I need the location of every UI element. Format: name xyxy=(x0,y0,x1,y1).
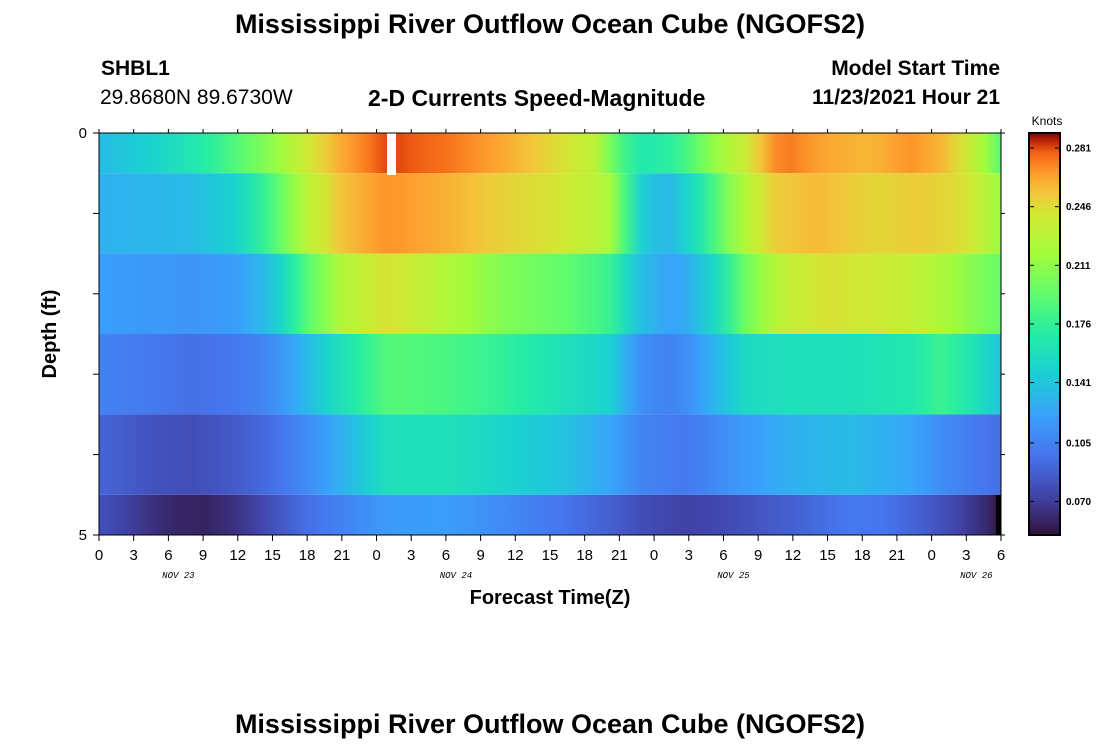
y-tick-label: 5 xyxy=(79,527,87,544)
x-tick-label: 3 xyxy=(130,547,138,564)
colorbar-ticks: 0.281 0.246 0.211 0.176 0.141 0.105 0.070 xyxy=(1029,144,1091,508)
y-axis-label: Depth (ft) xyxy=(39,290,61,379)
x-tick-label: 18 xyxy=(299,547,316,564)
colorbar-tick-label: 0.105 xyxy=(1066,438,1091,449)
x-date-label: NOV 24 xyxy=(440,571,472,581)
heatmap-layer-1 xyxy=(99,133,1001,174)
x-tick-label: 15 xyxy=(264,547,281,564)
x-tick-label: 0 xyxy=(95,547,103,564)
x-tick-label: 6 xyxy=(997,547,1005,564)
x-tick-label: 9 xyxy=(476,547,484,564)
x-tick-label: 12 xyxy=(229,547,246,564)
x-tick-label: 6 xyxy=(164,547,172,564)
colorbar-tick-label: 0.141 xyxy=(1066,378,1091,389)
x-date-label: NOV 26 xyxy=(960,571,993,581)
x-tick-label: 21 xyxy=(611,547,628,564)
x-tick-label: 3 xyxy=(962,547,970,564)
x-tick-label: 12 xyxy=(785,547,802,564)
x-tick-label: 6 xyxy=(442,547,450,564)
station-coords: 29.8680N 89.6730W xyxy=(100,86,293,109)
x-tick-label: 6 xyxy=(719,547,727,564)
colorbar: Knots 0.281 0.246 0.211 0.176 0.141 0.105 0.07… xyxy=(1028,114,1091,536)
axes: 0 3 6 9 12 15 18 21 0 3 6 9 12 15 18 21 0 3 6 9 12 15 18 21 0 3 6N… xyxy=(79,125,1006,581)
model-start-label: Model Start Time xyxy=(831,57,1000,80)
y-tick-label: 0 xyxy=(79,125,87,142)
x-tick-label: 0 xyxy=(372,547,380,564)
chart-title: Mississippi River Outflow Ocean Cube (NG… xyxy=(234,9,866,39)
heatmap-layers xyxy=(99,133,1001,535)
x-tick-label: 18 xyxy=(854,547,871,564)
colorbar-tick-label: 0.211 xyxy=(1066,261,1091,272)
heatmap-layer-3 xyxy=(99,253,1001,334)
x-tick-label: 9 xyxy=(199,547,207,564)
heatmap-layer-4 xyxy=(99,334,1001,415)
x-tick-label: 3 xyxy=(685,547,693,564)
chart-subtitle: 2-D Currents Speed-Magnitude xyxy=(368,85,706,111)
heatmap-layer-5 xyxy=(99,414,1001,495)
x-date-label: NOV 23 xyxy=(162,571,195,581)
colorbar-gradient xyxy=(1028,132,1061,536)
station-id: SHBL1 xyxy=(101,57,170,80)
footer-title: Mississippi River Outflow Ocean Cube (NG… xyxy=(234,709,866,739)
heatmap-layer-2 xyxy=(99,173,1001,254)
x-tick-label: 3 xyxy=(407,547,415,564)
x-tick-label: 18 xyxy=(576,547,593,564)
model-start-value: 11/23/2021 Hour 21 xyxy=(812,86,1000,109)
data-gap-marker xyxy=(387,133,396,175)
colorbar-tick-label: 0.281 xyxy=(1066,144,1091,155)
x-tick-label: 15 xyxy=(819,547,836,564)
x-tick-label: 0 xyxy=(650,547,658,564)
data-end-marker xyxy=(996,495,1001,535)
colorbar-unit-label: Knots xyxy=(1032,114,1063,128)
x-tick-label: 21 xyxy=(889,547,906,564)
x-axis-label: Forecast Time(Z) xyxy=(470,587,631,609)
x-tick-label: 0 xyxy=(927,547,935,564)
x-tick-label: 15 xyxy=(542,547,559,564)
x-tick-label: 21 xyxy=(334,547,351,564)
colorbar-tick-label: 0.070 xyxy=(1066,497,1091,508)
x-date-label: NOV 25 xyxy=(717,571,750,581)
colorbar-tick-label: 0.176 xyxy=(1066,319,1091,330)
colorbar-tick-label: 0.246 xyxy=(1066,202,1091,213)
x-tick-label: 12 xyxy=(507,547,524,564)
heatmap-layer-6 xyxy=(99,494,1001,535)
x-tick-label: 9 xyxy=(754,547,762,564)
